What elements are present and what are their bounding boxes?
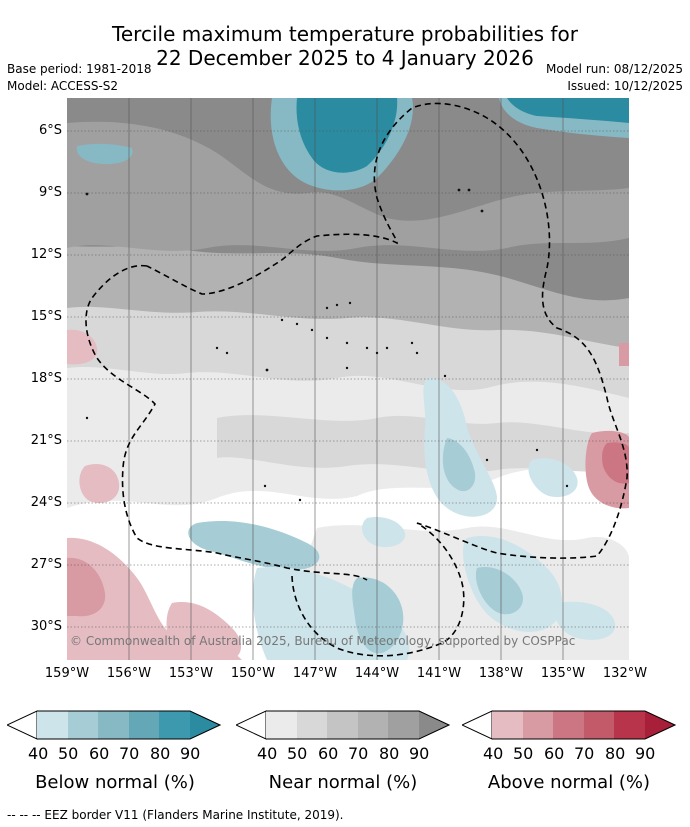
- tick-label: 80: [605, 744, 626, 763]
- above-normal-e-small: [619, 343, 629, 366]
- title-line-1: Tercile maximum temperature probabilitie…: [112, 22, 578, 46]
- near-normal-band-lighter: [67, 121, 629, 251]
- probability-map: [67, 98, 629, 660]
- below-normal-se-core: [475, 567, 523, 615]
- above-normal-e-core: [602, 442, 629, 484]
- tick-label: 70: [574, 744, 595, 763]
- near-normal-mid-patch: [217, 415, 629, 472]
- base-period: Base period: 1981-2018: [7, 62, 152, 76]
- near-normal-colorbar: [236, 710, 450, 740]
- issued-date: Issued: 10/12/2025: [567, 79, 683, 93]
- lat-label: 18°S: [30, 371, 62, 386]
- lon-label: 153°W: [168, 666, 214, 681]
- lon-label: 159°W: [44, 666, 90, 681]
- tick-label: 40: [483, 744, 504, 763]
- lon-label: 132°W: [602, 666, 648, 681]
- tick-label: 40: [257, 744, 278, 763]
- lat-label: 9°S: [38, 185, 62, 200]
- lat-label: 15°S: [30, 309, 62, 324]
- below-normal-sw-patch: [362, 517, 406, 548]
- below-normal-south-core: [352, 577, 404, 654]
- above-normal-colorbar: [462, 710, 676, 740]
- above-normal-sw-region: [67, 537, 242, 660]
- lon-label: 147°W: [292, 666, 338, 681]
- above-normal-sw-core: [67, 557, 106, 617]
- title-line-2: 22 December 2025 to 4 January 2026: [156, 46, 534, 70]
- below-normal-north-core: [296, 98, 398, 173]
- tick-label: 90: [180, 744, 201, 763]
- near-normal-label: Near normal (%): [268, 772, 418, 793]
- tick-label: 90: [635, 744, 656, 763]
- tick-label: 90: [409, 744, 430, 763]
- model-run: Model run: 08/12/2025: [545, 62, 683, 76]
- eez-border-west: [85, 264, 368, 581]
- above-normal-label: Above normal (%): [487, 772, 651, 793]
- above-normal-s-patch: [166, 602, 242, 660]
- lat-label: 21°S: [30, 433, 62, 448]
- tick-label: 70: [119, 744, 140, 763]
- lon-label: 138°W: [478, 666, 524, 681]
- above-normal-w-patch-2: [79, 463, 120, 504]
- lon-label: 150°W: [230, 666, 276, 681]
- lon-label: 144°W: [354, 666, 400, 681]
- tick-label: 50: [58, 744, 79, 763]
- model-name: Model: ACCESS-S2: [7, 79, 119, 93]
- copyright-notice: © Commonwealth of Australia 2025, Bureau…: [70, 634, 576, 648]
- eez-border-center: [146, 102, 628, 657]
- tick-label: 50: [287, 744, 308, 763]
- lat-label: 24°S: [30, 495, 62, 510]
- below-normal-label: Below normal (%): [35, 772, 195, 793]
- lon-label: 141°W: [416, 666, 462, 681]
- map-title: Tercile maximum temperature probabilitie…: [0, 22, 690, 70]
- tick-label: 50: [513, 744, 534, 763]
- eez-footnote: -- -- -- EEZ border V11 (Flanders Marine…: [7, 808, 344, 822]
- below-normal-se-strip: [554, 601, 616, 640]
- tick-label: 80: [379, 744, 400, 763]
- tick-label: 60: [544, 744, 565, 763]
- below-normal-south-patch: [188, 520, 320, 571]
- lat-label: 6°S: [38, 123, 62, 138]
- lat-label: 27°S: [30, 557, 62, 572]
- below-normal-e-patch: [528, 458, 578, 498]
- tick-label: 80: [150, 744, 171, 763]
- lon-label: 156°W: [106, 666, 152, 681]
- lat-label: 30°S: [30, 619, 62, 634]
- below-normal-ne-core: [507, 98, 629, 123]
- above-normal-w-patch: [67, 329, 98, 365]
- lat-label: 12°S: [30, 247, 62, 262]
- island-markers: [85, 188, 569, 502]
- tick-label: 70: [348, 744, 369, 763]
- tick-label: 40: [28, 744, 49, 763]
- below-normal-colorbar: [7, 710, 221, 740]
- tick-label: 60: [318, 744, 339, 763]
- tick-label: 60: [89, 744, 110, 763]
- below-normal-center-core: [442, 438, 476, 492]
- below-normal-nw-patch: [76, 143, 133, 164]
- lon-label: 135°W: [540, 666, 586, 681]
